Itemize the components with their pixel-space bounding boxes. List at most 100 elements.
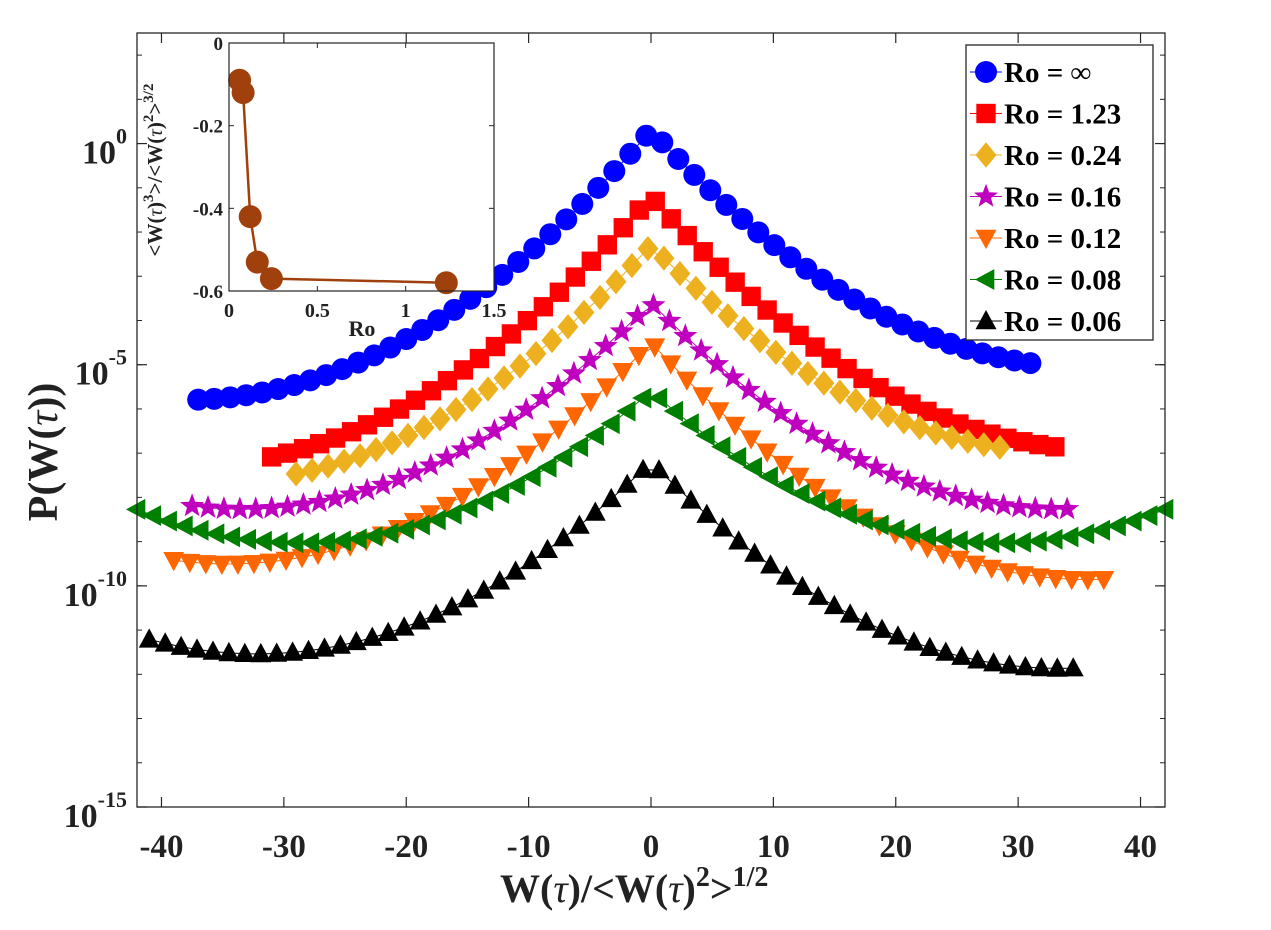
series-1-markers <box>187 124 1042 411</box>
series-4-point <box>307 489 332 513</box>
series-1-point <box>843 288 866 311</box>
series-2-point <box>405 390 426 410</box>
series-5-point <box>163 552 185 572</box>
series-4-point <box>402 460 427 483</box>
series-4-point <box>832 439 857 463</box>
legend-marker <box>975 310 997 330</box>
series-1-point <box>619 142 642 165</box>
series-6-point <box>205 523 225 545</box>
series-3-point <box>989 434 1011 460</box>
legend-marker <box>974 183 998 207</box>
x-title-part-c: ) <box>683 866 696 911</box>
inset-background <box>229 43 494 291</box>
series-6-point <box>632 387 652 409</box>
series-6-point <box>980 532 1000 554</box>
series-2-point <box>725 272 745 292</box>
legend-label: Ro = 0.16 <box>1004 182 1121 214</box>
main-markers <box>126 124 1174 677</box>
series-7-point <box>632 458 654 478</box>
series-5-point <box>259 553 281 573</box>
series-5-point <box>243 555 265 575</box>
series-6-point <box>1027 530 1047 552</box>
series-2-point <box>933 408 953 428</box>
series-2-point <box>309 434 330 454</box>
series-7-point <box>791 575 813 595</box>
series-7-point <box>696 503 718 523</box>
series-2-point <box>293 439 314 459</box>
series-1-point <box>187 388 210 411</box>
series-6-point <box>995 532 1016 554</box>
series-1-point <box>651 131 674 154</box>
inset-y-part-b: ) <box>143 202 167 209</box>
series-6-point <box>948 530 968 552</box>
series-4-point <box>721 364 745 388</box>
series-5-point <box>275 551 297 571</box>
series-6-point <box>663 400 683 422</box>
series-2-point <box>661 209 681 229</box>
series-5-point <box>1061 571 1083 591</box>
series-7-point <box>919 636 941 656</box>
series-2-point <box>837 358 857 379</box>
inset-y-tick-label: -0.6 <box>193 282 223 303</box>
series-3-point <box>541 327 563 354</box>
series-7-point <box>1046 657 1068 677</box>
series-4-point <box>800 421 825 445</box>
series-6-point <box>774 475 794 496</box>
series-3-point <box>445 396 467 423</box>
series-6-point <box>584 425 604 446</box>
series-6-point <box>695 425 715 446</box>
series-7-point <box>600 487 622 508</box>
series-4-point <box>450 436 475 460</box>
series-7-point <box>903 631 925 651</box>
series-5-point <box>1077 571 1099 591</box>
series-5-point <box>724 416 746 436</box>
y-tick-base: 10 <box>82 135 116 172</box>
series-3-point <box>669 260 691 287</box>
series-3-point <box>925 420 947 446</box>
x-title-tau-1: τ <box>553 866 569 911</box>
inset-y-tick-label: -0.2 <box>193 117 223 138</box>
series-2-point <box>485 336 506 357</box>
series-6-point <box>1154 498 1174 520</box>
series-5-point <box>612 363 634 383</box>
series-4-point <box>975 490 1000 514</box>
series-7-point <box>489 570 511 590</box>
series-2-point <box>261 447 282 467</box>
series-2-point <box>757 300 777 320</box>
series-4-point <box>705 351 730 375</box>
series-4-point <box>927 478 952 502</box>
series-1-point <box>571 192 594 215</box>
series-2-point <box>613 218 633 238</box>
series-2-point <box>709 257 729 277</box>
legend-label: Ro = 1.23 <box>1004 99 1121 131</box>
series-7-point <box>760 554 781 574</box>
inset-frame <box>228 42 495 292</box>
series-6-point <box>916 525 936 547</box>
series-3-point <box>733 315 755 342</box>
series-7-point <box>537 538 558 558</box>
series-4-point <box>593 333 618 357</box>
series-6-point <box>126 498 146 520</box>
series-2-point <box>325 428 346 448</box>
series-7-markers <box>138 458 1084 677</box>
y-tick-label: 100 <box>82 124 127 172</box>
series-4-point <box>546 373 570 397</box>
series-7-point <box>967 649 989 669</box>
series-6-point <box>300 532 320 554</box>
legend-entry-3: Ro = 0.24 <box>970 140 1121 172</box>
series-4-point <box>339 482 364 505</box>
series-3-point <box>397 422 419 449</box>
series-3-point <box>605 269 627 295</box>
series-6-point <box>964 531 984 553</box>
series-1-point <box>427 309 450 332</box>
series-7-point <box>154 632 176 652</box>
series-5-point <box>211 555 233 575</box>
series-2-point <box>533 297 554 317</box>
inset-y-tick-label: 0 <box>214 34 224 55</box>
series-2-point <box>869 377 889 398</box>
series-6-point <box>869 514 889 536</box>
series-1-point <box>667 147 690 170</box>
series-3-point <box>653 245 675 271</box>
series-4-point <box>482 418 507 442</box>
x-tick-label: 40 <box>1124 829 1157 865</box>
